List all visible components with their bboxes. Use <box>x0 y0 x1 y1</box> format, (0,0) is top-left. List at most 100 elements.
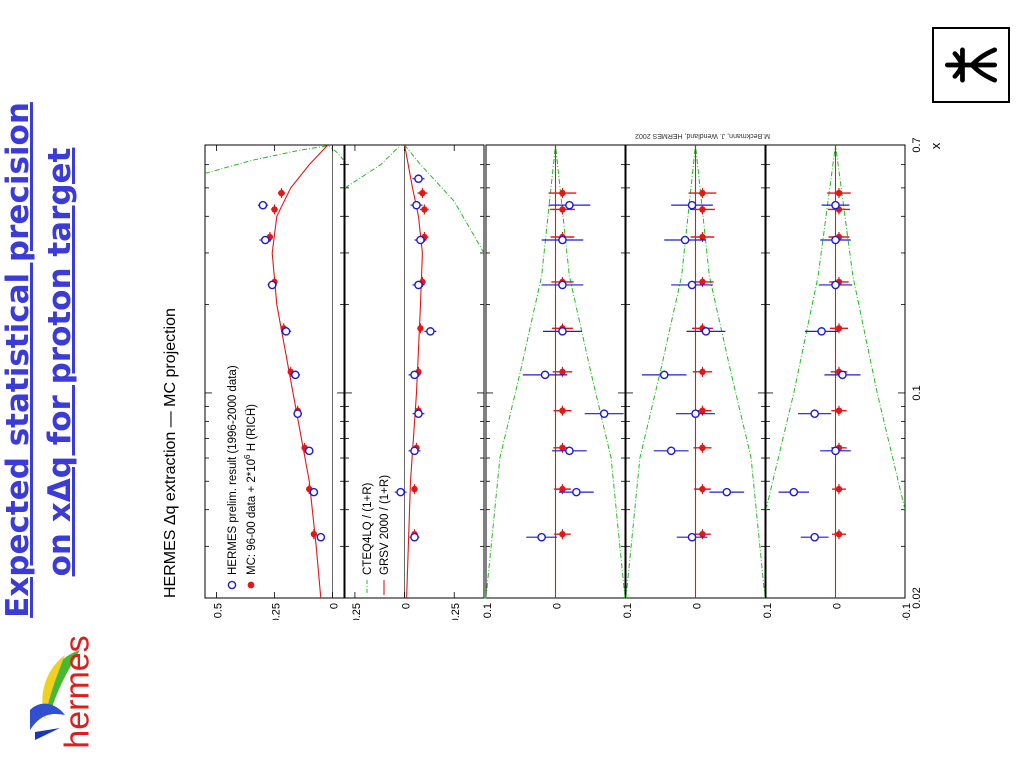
hermes-point <box>416 235 425 245</box>
y-tick-label: 0 <box>401 603 413 609</box>
cteq-curve <box>404 145 484 254</box>
mc-point <box>835 485 843 493</box>
cteq-curve <box>626 145 696 598</box>
bird-body-blue <box>30 703 65 730</box>
mc-point <box>699 278 706 286</box>
y-tick-label: 0 <box>552 603 564 609</box>
mc-point <box>278 189 285 197</box>
hermes-point <box>687 280 697 290</box>
y-tick-label: -0.1 <box>901 603 913 620</box>
hermes-point <box>414 409 423 418</box>
mc-point <box>699 189 706 197</box>
mc-point <box>559 189 566 197</box>
hermes-point <box>267 280 277 290</box>
corner-logo <box>932 27 1010 103</box>
mc-point <box>559 206 566 213</box>
hermes-point <box>414 174 423 184</box>
hermes-point <box>410 532 419 542</box>
hermes-point <box>396 487 405 497</box>
y-tick-label: 0.5 <box>213 603 225 618</box>
legend-cteq-label: CTEQ4LQ / (1+R) <box>362 482 374 575</box>
mc-point <box>421 206 428 213</box>
bird-tail-blue <box>35 728 60 740</box>
cteq-curve <box>766 145 836 510</box>
hermes-point <box>414 280 423 290</box>
hermes-point <box>680 235 690 245</box>
mc-point <box>419 189 426 197</box>
y-tick-label: 0.1 <box>762 603 774 618</box>
hermes-point <box>810 409 819 418</box>
legend-mc-tail: H (RICH) <box>246 404 258 455</box>
hermes-point <box>410 446 419 456</box>
chart: HERMES Δq extraction — MC projection M.Be… <box>162 132 943 620</box>
hermes-point <box>810 532 819 542</box>
legend-mc-polarized-mark: → <box>240 408 249 416</box>
y-tick-label: 0 <box>832 603 844 609</box>
hermes-point <box>309 487 319 497</box>
x-tick-label: 0.1 <box>911 385 923 400</box>
hermes-point <box>687 200 697 210</box>
hermes-point <box>831 235 840 245</box>
hermes-bird-logo <box>30 650 80 740</box>
panel-frame <box>344 144 485 599</box>
grsv-curve <box>404 145 423 598</box>
cteq-curve <box>345 145 401 189</box>
title-line-2: on xΔq for proton target <box>42 147 78 577</box>
legend-mc-label: MC: 96-00 data + 2*106 H (RICH) <box>243 404 258 575</box>
mc-point <box>699 444 706 452</box>
mc-point <box>835 530 843 538</box>
cteq-curve <box>555 145 625 598</box>
corner-logo-mark <box>944 47 998 83</box>
x-tick-label: 0.7 <box>911 137 923 152</box>
hermes-point <box>558 280 567 290</box>
hermes-point <box>599 409 609 418</box>
mc-point <box>417 325 424 332</box>
y-tick-label: 0.25 <box>351 603 363 620</box>
legend-mc-marker <box>247 581 255 589</box>
hermes-point <box>701 327 711 336</box>
y-tick-label: 0.25 <box>271 603 283 620</box>
mc-point <box>699 368 706 376</box>
chart-credit: M.Beckmann, J. Wendland, HERMES 2002 <box>635 132 770 139</box>
bird-wing-green <box>46 650 80 715</box>
hermes-point <box>260 235 270 245</box>
legend-mc-superscript: 6 <box>243 454 252 459</box>
mc-point <box>699 206 706 213</box>
y-tick-label: 0.1 <box>482 603 494 618</box>
mc-point <box>310 530 318 538</box>
mc-point <box>271 206 278 213</box>
mc-point <box>835 325 843 332</box>
bird-wing-yellow <box>42 655 65 720</box>
hermes-point <box>691 409 700 418</box>
chart-title: HERMES Δq extraction — MC projection <box>162 308 179 598</box>
hermes-point <box>831 200 840 210</box>
x-tick-label: 0.02 <box>911 587 923 608</box>
mc-point <box>559 485 566 493</box>
mc-point <box>699 407 706 414</box>
mc-point <box>699 233 706 241</box>
hermes-point <box>293 409 302 418</box>
y-tick-label: 0 <box>328 603 340 609</box>
hermes-point <box>666 446 676 456</box>
hermes-point <box>316 532 326 542</box>
title-line-1: Expected statistical precision <box>0 102 36 618</box>
cteq-curve <box>835 145 905 510</box>
mc-point <box>835 189 843 197</box>
hermes-point <box>831 446 840 456</box>
hermes-logo-text: hermes <box>58 635 97 749</box>
cteq-curve <box>695 145 765 598</box>
legend-hermes-label: HERMES prelim. result (1996-2000 data) <box>227 365 239 575</box>
hermes-point <box>412 200 421 210</box>
hermes-point <box>817 327 826 336</box>
hermes-point <box>426 327 435 336</box>
mc-point <box>835 407 843 414</box>
cteq-curve <box>486 145 556 598</box>
cteq-curve <box>205 145 333 174</box>
hermes-point <box>789 487 799 497</box>
mc-point <box>699 485 706 493</box>
hermes-point <box>410 370 419 380</box>
hermes-point <box>281 327 291 336</box>
hermes-point <box>558 235 567 245</box>
legend-hermes-marker <box>227 580 237 590</box>
hermes-point <box>831 280 840 290</box>
